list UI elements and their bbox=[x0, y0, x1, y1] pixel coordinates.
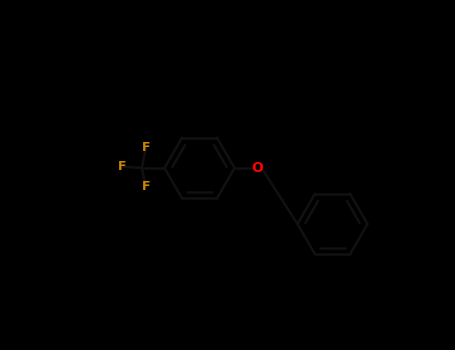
Text: F: F bbox=[142, 180, 150, 194]
Text: F: F bbox=[118, 160, 127, 173]
Text: O: O bbox=[251, 161, 263, 175]
Text: F: F bbox=[142, 141, 150, 154]
